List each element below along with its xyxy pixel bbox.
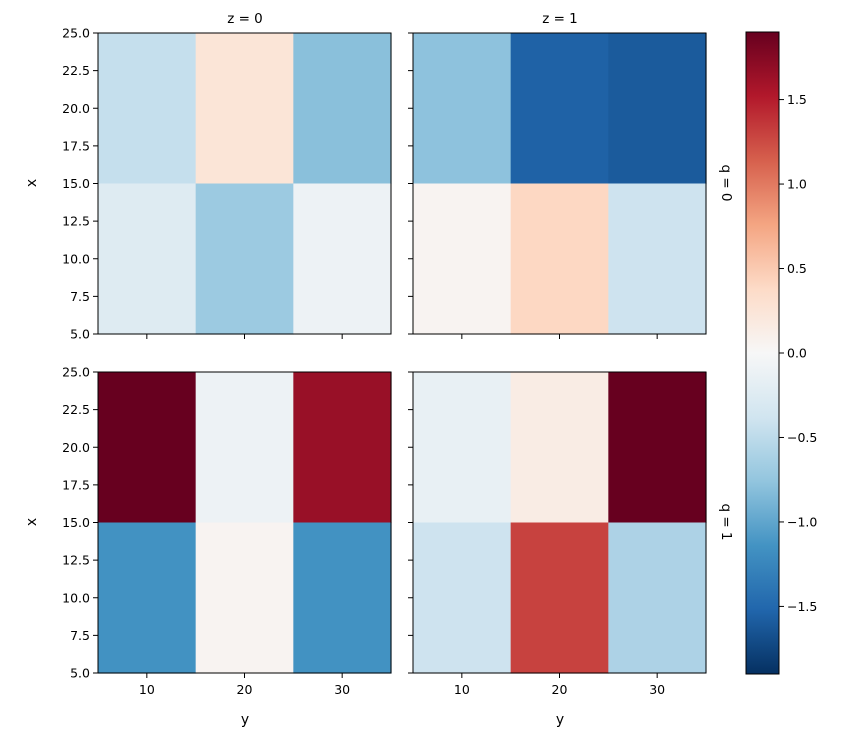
heatmap-cell <box>98 33 197 185</box>
y-tick-label: 7.5 <box>70 289 90 304</box>
y-tick-label: 12.5 <box>62 553 90 568</box>
colorbar-tick-label: 1.0 <box>787 177 807 192</box>
heatmap-cell <box>293 522 392 674</box>
y-tick-label: 25.0 <box>62 365 90 380</box>
y-tick-label: 17.5 <box>62 477 90 492</box>
heatmap-cell <box>195 183 294 335</box>
x-tick-label: 30 <box>334 682 350 697</box>
heatmap-cell <box>293 372 392 524</box>
heatmap-cell <box>510 372 609 524</box>
x-tick-label: 20 <box>552 682 568 697</box>
heatmap-cell <box>510 522 609 674</box>
colorbar-tick-label: −0.5 <box>787 430 817 445</box>
y-tick-label: 20.0 <box>62 440 90 455</box>
heatmap-panels: 5.0 7.5 10.0 12.5 15.0 17.5 20.0 22.5 25.0 5.0 7.5… <box>62 26 707 697</box>
heatmap-cell <box>293 33 392 185</box>
colorbar-tick-label: 0.0 <box>787 346 807 361</box>
y-tick-label: 22.5 <box>62 402 90 417</box>
panel-row1-col1: 10 20 30 <box>408 371 707 697</box>
x-axis-label-left: y <box>241 712 249 728</box>
panel-row0-col0: 5.0 7.5 10.0 12.5 15.0 17.5 20.0 22.5 25.0 <box>62 26 392 342</box>
heatmap-cell <box>608 522 707 674</box>
heatmap-cell <box>195 522 294 674</box>
y-tick-label: 20.0 <box>62 101 90 116</box>
colorbar-tick-label: 1.5 <box>787 92 807 107</box>
heatmap-cell <box>608 33 707 185</box>
heatmap-cell <box>195 372 294 524</box>
heatmap-cell <box>413 522 512 674</box>
facet-title-z0: z = 0 <box>227 11 263 27</box>
y-tick-label: 25.0 <box>62 26 90 41</box>
colorbar-tick-label: −1.5 <box>787 599 817 614</box>
heatmap-cell <box>608 372 707 524</box>
heatmap-cell <box>510 33 609 185</box>
heatmap-cell <box>98 372 197 524</box>
facet-row-label-q1: q = 1 <box>718 503 734 540</box>
x-axis-label-right: y <box>556 712 564 728</box>
panel-row0-col1 <box>408 32 707 339</box>
facet-row-label-q0: q = 0 <box>718 164 734 201</box>
y-tick-label: 15.0 <box>62 176 90 191</box>
y-tick-label: 15.0 <box>62 515 90 530</box>
heatmap-cell <box>413 183 512 335</box>
facet-title-z1: z = 1 <box>542 11 578 27</box>
y-tick-label: 5.0 <box>70 666 90 681</box>
panel-row1-col0: 5.0 7.5 10.0 12.5 15.0 17.5 20.0 22.5 25.0 10 20 30 <box>62 365 392 697</box>
heatmap-cell <box>98 183 197 335</box>
heatmap-cell <box>195 33 294 185</box>
y-tick-label: 5.0 <box>70 327 90 342</box>
y-tick-label: 22.5 <box>62 63 90 78</box>
colorbar-tick-label: −1.0 <box>787 514 817 529</box>
colorbar <box>745 31 780 675</box>
y-tick-label: 10.0 <box>62 590 90 605</box>
x-tick-label: 10 <box>454 682 470 697</box>
y-tick-label: 7.5 <box>70 628 90 643</box>
heatmap-cell <box>510 183 609 335</box>
y-axis-label-top: x <box>24 179 40 187</box>
colorbar-tick-label: 0.5 <box>787 261 807 276</box>
y-tick-label: 12.5 <box>62 214 90 229</box>
x-tick-label: 20 <box>237 682 253 697</box>
heatmap-cell <box>413 33 512 185</box>
heatmap-cell <box>98 522 197 674</box>
y-tick-label: 10.0 <box>62 251 90 266</box>
x-tick-label: 10 <box>139 682 155 697</box>
y-axis-label-bottom: x <box>24 518 40 526</box>
y-tick-label: 17.5 <box>62 138 90 153</box>
heatmap-cell <box>608 183 707 335</box>
x-tick-label: 30 <box>649 682 665 697</box>
colorbar-ticks: 1.5 1.0 0.5 0.0 −0.5 −1.0 −1.5 <box>779 92 817 614</box>
heatmap-cell <box>413 372 512 524</box>
heatmap-cell <box>293 183 392 335</box>
